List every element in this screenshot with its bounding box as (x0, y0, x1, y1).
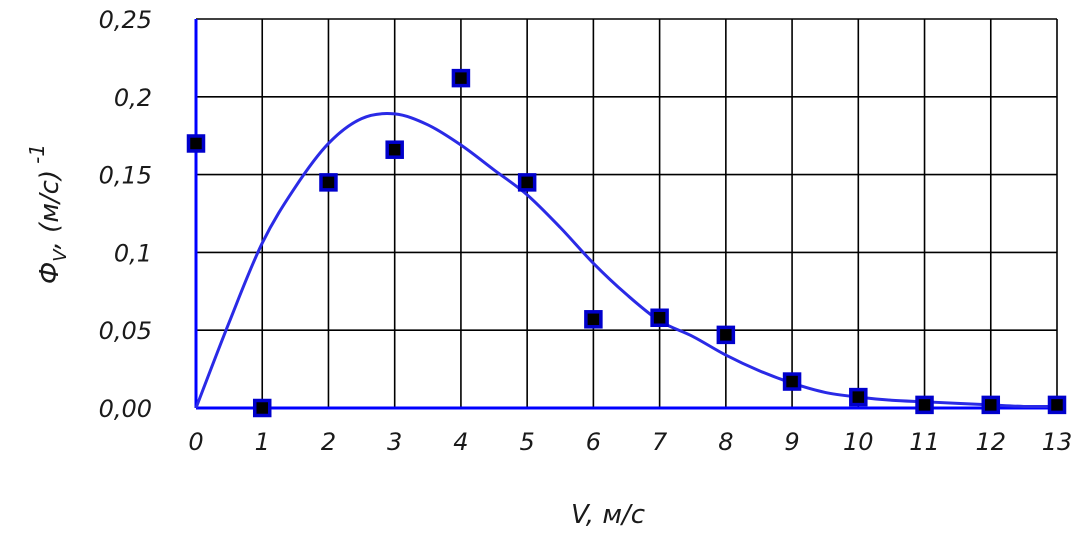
data-point-0 (186, 134, 206, 153)
data-point-4 (451, 68, 471, 88)
grid (195, 18, 1058, 409)
x-tick-label-4: 4 (453, 428, 468, 456)
y-axis-title-superscript: -1 (25, 144, 49, 164)
y-tick-label-5: 0,25 (99, 6, 152, 34)
data-point-11 (915, 395, 934, 415)
x-tick-label-11: 11 (909, 428, 940, 456)
y-tick-label-1: 0,05 (99, 317, 152, 345)
fit-curve-line (194, 112, 1058, 409)
x-axis-title: V, м/с (571, 500, 645, 530)
x-tick-label-7: 7 (652, 428, 668, 456)
y-axis-title-subscript: V (50, 248, 71, 262)
y-tick-labels: 0,00 0,05 0,1 0,15 0,2 0,25 (99, 6, 152, 423)
x-tick-label-1: 1 (255, 428, 270, 456)
svg-text:ФV, (м/с)-1: ФV, (м/с) -1 (25, 144, 71, 284)
data-point-13 (1047, 395, 1067, 415)
x-tick-label-12: 12 (975, 428, 1006, 456)
y-axis-title-main: Ф (35, 262, 65, 284)
x-tick-label-2: 2 (321, 428, 336, 456)
scatter-series (186, 68, 1067, 418)
data-point-12 (981, 395, 1001, 415)
data-point-10 (849, 387, 868, 407)
y-axis-title-rest: , (м/с) (35, 170, 65, 250)
x-tick-label-6: 6 (586, 428, 601, 456)
data-point-3 (385, 140, 404, 159)
data-point-6 (584, 310, 603, 329)
x-tick-label-0: 0 (188, 428, 203, 456)
x-tick-label-9: 9 (784, 428, 799, 456)
x-tick-label-10: 10 (843, 428, 874, 456)
fit-curve-series (194, 112, 1058, 409)
x-tick-labels: 0 1 2 3 4 5 6 7 8 9 10 11 12 13 (188, 428, 1072, 456)
y-tick-label-2: 0,1 (114, 239, 152, 267)
data-point-9 (782, 372, 802, 391)
axes (194, 19, 1057, 410)
x-tick-label-13: 13 (1042, 428, 1073, 456)
x-tick-label-5: 5 (520, 428, 535, 456)
y-tick-label-4: 0,2 (114, 84, 152, 112)
y-tick-label-3: 0,15 (99, 162, 152, 190)
x-tick-label-8: 8 (718, 428, 733, 456)
data-point-2 (319, 173, 338, 192)
y-axis-title-group: ФV, (м/с) -1 (25, 144, 71, 284)
data-point-1 (252, 398, 272, 418)
data-point-5 (517, 173, 537, 192)
x-tick-label-3: 3 (387, 428, 402, 456)
y-tick-label-0: 0,00 (99, 395, 152, 423)
data-point-8 (716, 325, 736, 345)
data-point-7 (650, 308, 669, 328)
